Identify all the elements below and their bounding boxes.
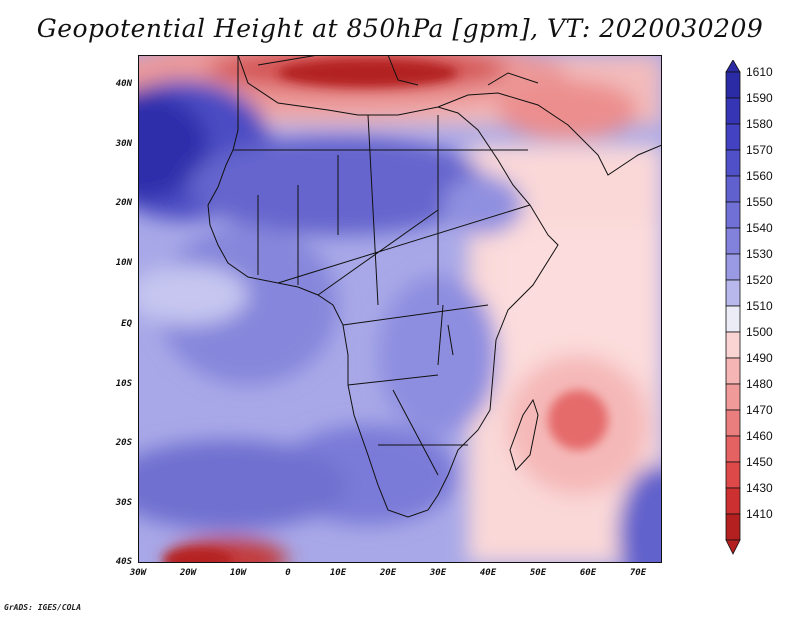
legend-swatch <box>725 253 741 281</box>
legend-level-label: 1580 <box>746 117 773 131</box>
legend-level-label: 1470 <box>746 403 773 417</box>
legend-swatch <box>725 383 741 411</box>
color-legend: 1610 1590 1580 1570 1560 1550 1540 1530 1520 1510… <box>722 59 800 560</box>
legend-swatch <box>725 461 741 489</box>
legend-level-label: 1510 <box>746 299 773 313</box>
legend-swatch <box>725 513 741 541</box>
legend-swatch <box>725 331 741 359</box>
legend-level-label: 1410 <box>746 507 773 521</box>
map-canvas <box>138 55 662 563</box>
grads-credit: GrADS: IGES/COLA <box>4 603 82 612</box>
legend-level-label: 1520 <box>746 273 773 287</box>
legend-level-label: 1610 <box>746 65 773 79</box>
legend-swatch <box>725 201 741 229</box>
legend-swatch <box>725 175 741 203</box>
legend-swatch <box>725 487 741 515</box>
legend-level-label: 1480 <box>746 377 773 391</box>
lon-label: 10E <box>329 568 347 578</box>
legend-swatch <box>725 409 741 437</box>
legend-swatch <box>725 97 741 125</box>
legend-level-label: 1550 <box>746 195 773 209</box>
lon-label: 30W <box>129 568 147 578</box>
lon-label: 40E <box>479 568 497 578</box>
legend-swatch <box>725 149 741 177</box>
lat-label: EQ <box>121 319 132 329</box>
legend-level-label: 1490 <box>746 351 773 365</box>
legend-swatch <box>725 279 741 307</box>
lat-label: 20N <box>115 198 132 208</box>
legend-level-label: 1450 <box>746 455 773 469</box>
legend-swatch <box>725 123 741 151</box>
legend-level-label: 1500 <box>746 325 773 339</box>
lon-label: 20E <box>379 568 397 578</box>
lat-label: 40S <box>115 557 132 567</box>
lon-label: 20W <box>179 568 197 578</box>
map-title: Geopotential Height at 850hPa [gpm], VT:… <box>36 14 764 43</box>
lon-label: 30E <box>429 568 447 578</box>
legend-swatch <box>725 435 741 463</box>
legend-level-label: 1430 <box>746 481 773 495</box>
legend-bottom-arrow <box>725 539 741 555</box>
lon-label: 50E <box>529 568 547 578</box>
lat-label: 30S <box>115 498 132 508</box>
legend-level-label: 1570 <box>746 143 773 157</box>
legend-swatch <box>725 227 741 255</box>
legend-colorbar: 1610 1590 1580 1570 1560 1550 1540 1530 1520 1510… <box>725 59 773 555</box>
lat-label: 20S <box>115 438 132 448</box>
legend-level-label: 1590 <box>746 91 773 105</box>
legend-level-label: 1460 <box>746 429 773 443</box>
legend-swatch <box>725 71 741 99</box>
lat-label: 30N <box>115 139 132 149</box>
legend-level-label: 1530 <box>746 247 773 261</box>
geopotential-map <box>138 55 662 563</box>
legend-level-label: 1540 <box>746 221 773 235</box>
lat-label: 40N <box>115 79 132 89</box>
coastlines <box>207 55 662 518</box>
legend-swatch <box>725 305 741 333</box>
legend-level-label: 1560 <box>746 169 773 183</box>
lat-label: 10N <box>115 258 132 268</box>
lon-label: 70E <box>629 568 647 578</box>
legend-top-arrow <box>725 59 741 73</box>
lon-label: 10W <box>229 568 247 578</box>
lon-label: 60E <box>579 568 597 578</box>
lon-label: 0 <box>285 568 291 578</box>
legend-swatch <box>725 357 741 385</box>
lat-label: 10S <box>115 379 132 389</box>
